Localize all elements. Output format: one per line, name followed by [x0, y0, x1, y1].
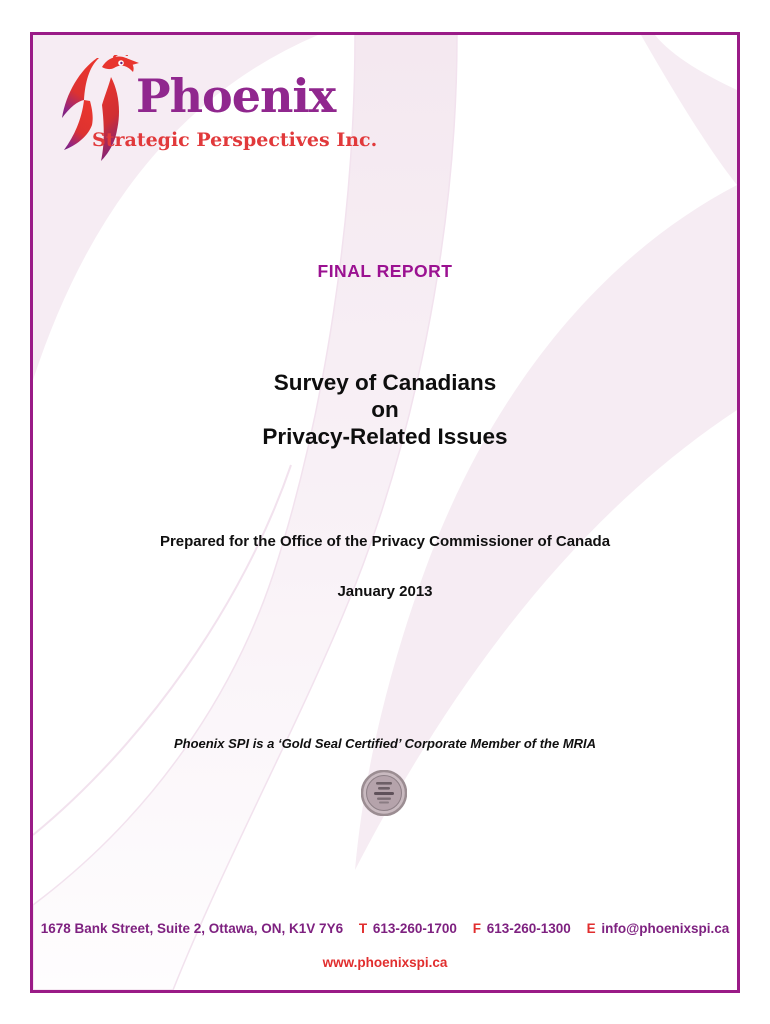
report-status-label: FINAL REPORT — [317, 261, 453, 281]
phoenix-bird-icon — [62, 55, 139, 161]
street-address: 1678 Bank Street, Suite 2, Ottawa, ON, K… — [40, 921, 344, 936]
report-date: January 2013 — [337, 583, 433, 600]
website-url: www.phoenixspi.ca — [322, 955, 448, 970]
email-label: E — [586, 921, 596, 936]
prepared-for-line: Prepared for the Office of the Privacy C… — [159, 533, 611, 550]
mria-gold-seal-icon — [361, 770, 407, 816]
logo-tagline: Strategic Perspectives Inc. — [92, 129, 378, 151]
report-title-line-3: Privacy-Related Issues — [262, 424, 508, 449]
phoenix-logo: Phoenix Strategic Perspectives Inc. — [33, 35, 413, 175]
report-title-line-1: Survey of Canadians — [273, 370, 497, 395]
fax-number: 613-260-1300 — [486, 921, 571, 936]
background-swoosh-graphic — [33, 35, 737, 990]
phone-number: 613-260-1700 — [372, 921, 457, 936]
report-title-line-2: on — [371, 397, 399, 422]
fax-label: F — [472, 921, 481, 936]
page-border-frame: Phoenix Strategic Perspectives Inc. FINA… — [30, 32, 740, 993]
email-address: info@phoenixspi.ca — [601, 921, 730, 936]
certification-note: Phoenix SPI is a ‘Gold Seal Certified’ C… — [173, 736, 597, 751]
contact-info-line: 1678 Bank Street, Suite 2, Ottawa, ON, K… — [33, 921, 737, 936]
logo-wordmark: Phoenix — [136, 69, 336, 123]
phone-label: T — [358, 921, 368, 936]
report-title: Survey of Canadians on Privacy-Related I… — [33, 369, 737, 450]
